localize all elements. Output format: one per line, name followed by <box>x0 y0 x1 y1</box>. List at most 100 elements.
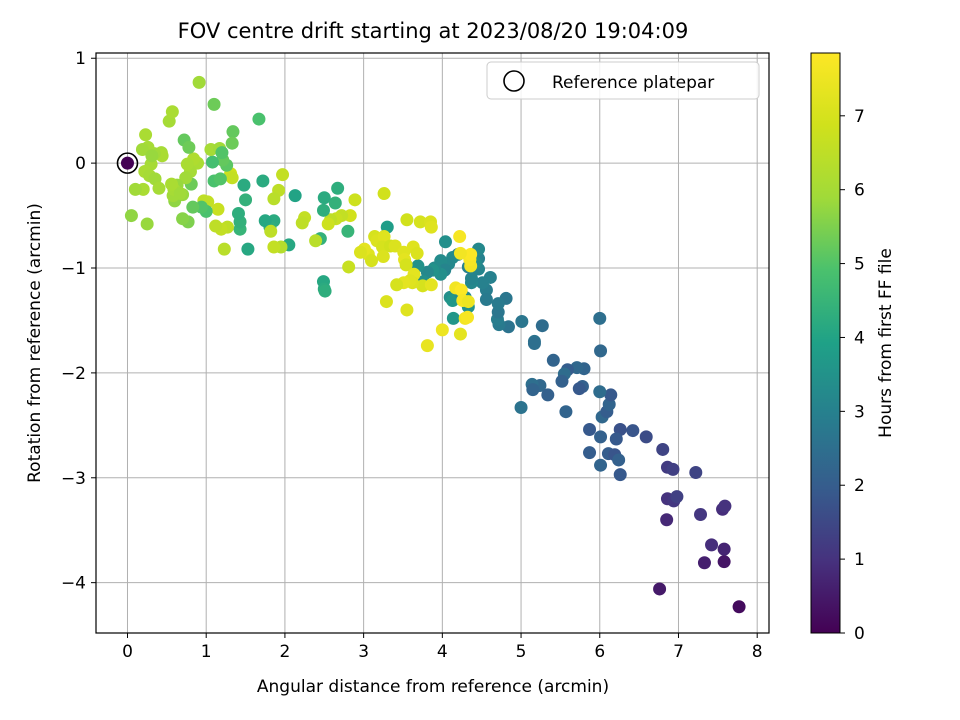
colorbar-tick-label: 7 <box>854 107 865 127</box>
data-point <box>609 432 623 446</box>
data-point <box>546 353 560 367</box>
data-point <box>128 182 142 196</box>
data-point <box>413 215 427 229</box>
y-axis-ticks: 1 0 −1 −2 −3 −4 <box>61 49 96 594</box>
data-point <box>424 278 438 292</box>
y-tick-label: −1 <box>61 259 86 279</box>
data-point <box>527 337 541 351</box>
data-point <box>173 187 187 201</box>
x-tick-label: 7 <box>673 642 684 662</box>
data-point <box>670 490 684 504</box>
data-point <box>256 174 270 188</box>
data-point <box>316 203 330 217</box>
data-point <box>225 171 239 185</box>
data-point <box>583 446 597 460</box>
data-point <box>186 200 200 214</box>
data-point <box>182 140 196 154</box>
data-point <box>410 246 424 260</box>
data-point <box>205 155 219 169</box>
data-point <box>295 216 309 230</box>
data-point <box>120 156 134 170</box>
legend: Reference platepar <box>486 61 760 100</box>
data-point <box>215 146 229 160</box>
colorbar: 0 1 2 3 4 5 6 7 Hours from first FF file <box>810 52 896 644</box>
data-point <box>583 423 597 437</box>
data-point <box>593 311 607 325</box>
legend-box <box>486 61 760 100</box>
data-point <box>653 582 667 596</box>
data-point <box>135 142 149 156</box>
data-point <box>424 220 438 234</box>
data-point <box>124 209 138 223</box>
data-point <box>180 157 194 171</box>
colorbar-tick-label: 2 <box>854 476 865 496</box>
data-point <box>328 196 342 210</box>
data-point <box>276 168 290 182</box>
data-point <box>165 177 179 191</box>
data-point <box>348 193 362 207</box>
y-tick-label: 1 <box>75 49 86 69</box>
data-point <box>594 430 608 444</box>
y-axis-label: Rotation from reference (arcmin) <box>25 203 45 483</box>
data-point <box>541 388 555 402</box>
colorbar-gradient <box>810 52 841 634</box>
data-point <box>379 295 393 309</box>
data-point <box>399 258 413 272</box>
data-point <box>225 136 239 150</box>
data-point <box>453 230 467 244</box>
data-point <box>461 310 475 324</box>
data-point <box>694 507 708 521</box>
data-point <box>331 181 345 195</box>
data-point <box>535 319 549 333</box>
data-point <box>464 247 478 261</box>
data-point <box>239 193 253 207</box>
legend-label: Reference platepar <box>552 73 714 93</box>
data-point <box>207 97 221 111</box>
data-point <box>226 125 240 139</box>
data-point <box>491 297 505 311</box>
colorbar-tick-label: 5 <box>854 255 865 275</box>
x-axis-label: Angular distance from reference (arcmin) <box>257 677 609 697</box>
data-point <box>555 374 569 388</box>
data-point <box>176 212 190 226</box>
data-point <box>656 442 670 456</box>
data-point <box>400 303 414 317</box>
data-point <box>479 292 493 306</box>
data-point <box>454 283 468 297</box>
data-point <box>211 202 225 216</box>
data-point <box>559 405 573 419</box>
plot-frame <box>95 52 770 634</box>
data-point <box>390 278 404 292</box>
data-point <box>237 178 251 192</box>
x-tick-label: 8 <box>752 642 763 662</box>
colorbar-label: Hours from first FF file <box>876 248 896 438</box>
reference-point-marker <box>116 152 139 174</box>
data-point <box>689 466 703 480</box>
data-point <box>267 240 281 254</box>
data-point <box>264 224 278 238</box>
x-tick-label: 0 <box>122 642 133 662</box>
data-point <box>341 224 355 238</box>
data-point <box>666 462 680 476</box>
data-point <box>461 295 475 309</box>
x-tick-label: 2 <box>279 642 290 662</box>
colorbar-tick-label: 3 <box>854 402 865 422</box>
chart-title: FOV centre drift starting at 2023/08/20 … <box>178 19 689 43</box>
data-point <box>231 206 245 220</box>
data-point <box>217 242 231 256</box>
y-tick-label: −2 <box>61 364 86 384</box>
data-point <box>572 382 586 396</box>
data-point <box>717 555 731 569</box>
legend-marker <box>503 70 525 92</box>
data-point <box>258 214 272 228</box>
data-point <box>626 424 640 438</box>
data-point <box>453 246 467 260</box>
data-point <box>309 234 323 248</box>
data-point <box>400 213 414 227</box>
data-point <box>446 311 460 325</box>
data-point <box>139 128 153 142</box>
data-point <box>705 538 719 552</box>
data-point <box>376 249 390 263</box>
x-tick-label: 5 <box>516 642 527 662</box>
